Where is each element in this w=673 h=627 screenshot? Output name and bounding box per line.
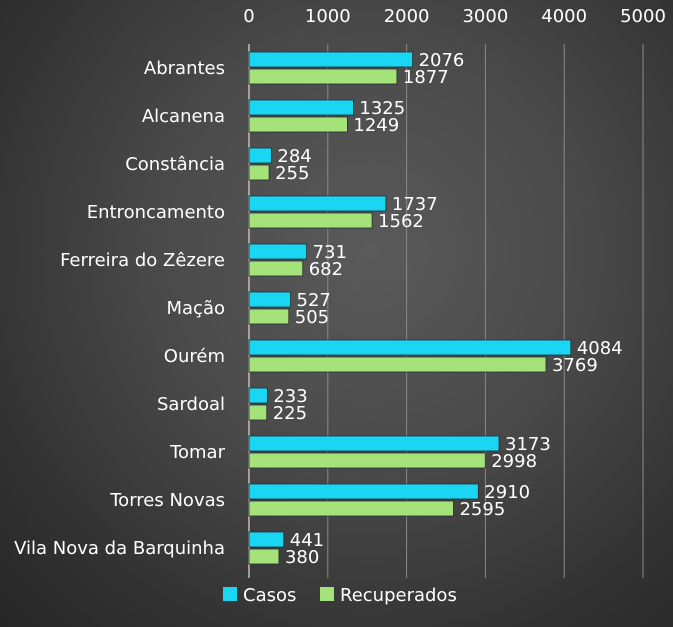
x-tick-label: 3000 [462,6,508,27]
data-label: 2076 [419,50,465,71]
data-label: 2910 [484,482,530,503]
bar-recuperados [248,500,454,517]
bar-casos [248,243,308,260]
data-label: 225 [273,403,307,424]
data-label: 1562 [378,211,424,232]
data-label: 1737 [392,194,438,215]
category-label: Sardoal [157,394,225,415]
data-label: 255 [275,163,309,184]
bar-recuperados [248,116,348,133]
bar-recuperados [248,356,547,373]
bars [248,51,572,565]
bar-casos [248,483,479,500]
data-label: 527 [297,290,331,311]
legend-label-casos: Casos [243,585,296,606]
data-label: 380 [285,547,319,568]
bar-recuperados [248,164,270,181]
x-tick-label: 2000 [384,6,430,27]
category-label: Vila Nova da Barquinha [14,538,225,559]
bar-recuperados [248,68,398,85]
bar-recuperados [248,260,304,277]
bar-recuperados [248,308,290,325]
category-label: Ferreira do Zêzere [60,250,225,271]
category-label: Entroncamento [87,202,225,223]
bar-casos [248,51,413,68]
data-label: 284 [277,146,311,167]
category-label: Constância [125,154,225,175]
x-tick-label: 4000 [541,6,587,27]
bar-casos [248,99,354,116]
legend: Casos Recuperados [223,585,457,606]
data-label: 1249 [353,115,399,136]
data-label: 505 [295,307,329,328]
category-label: Ourém [164,346,225,367]
legend-swatch-recuperados [320,587,334,601]
bar-casos [248,387,268,404]
x-tick-label: 1000 [305,6,351,27]
bar-recuperados [248,548,280,565]
category-labels: Abrantes Alcanena Constância Entroncamento F… [14,58,225,559]
bar-recuperados [248,452,486,469]
x-tick-label: 5000 [620,6,666,27]
data-label: 4084 [577,338,623,359]
data-label: 3173 [505,434,551,455]
bar-recuperados [248,404,268,421]
data-label: 3769 [552,355,598,376]
bar-casos [248,435,500,452]
legend-label-recuperados: Recuperados [340,585,457,606]
category-label: Tomar [169,442,226,463]
bar-casos [248,339,572,356]
x-axis: 0 1000 2000 3000 4000 5000 [243,6,666,27]
category-label: Torres Novas [109,490,225,511]
bar-casos [248,195,387,212]
bar-recuperados [248,212,373,229]
category-label: Mação [167,298,226,319]
data-label: 731 [313,242,347,263]
data-label: 233 [273,386,307,407]
legend-swatch-casos [223,587,237,601]
category-label: Alcanena [142,106,225,127]
category-label: Abrantes [144,58,225,79]
bar-casos [248,147,272,164]
data-label: 682 [309,259,343,280]
x-tick-label: 0 [243,6,254,27]
data-label: 1325 [359,98,405,119]
data-label: 2595 [459,499,505,520]
bar-casos [248,531,285,548]
data-label: 2998 [491,451,537,472]
data-label: 1877 [403,67,449,88]
data-label: 441 [290,530,324,551]
bar-casos [248,291,291,308]
